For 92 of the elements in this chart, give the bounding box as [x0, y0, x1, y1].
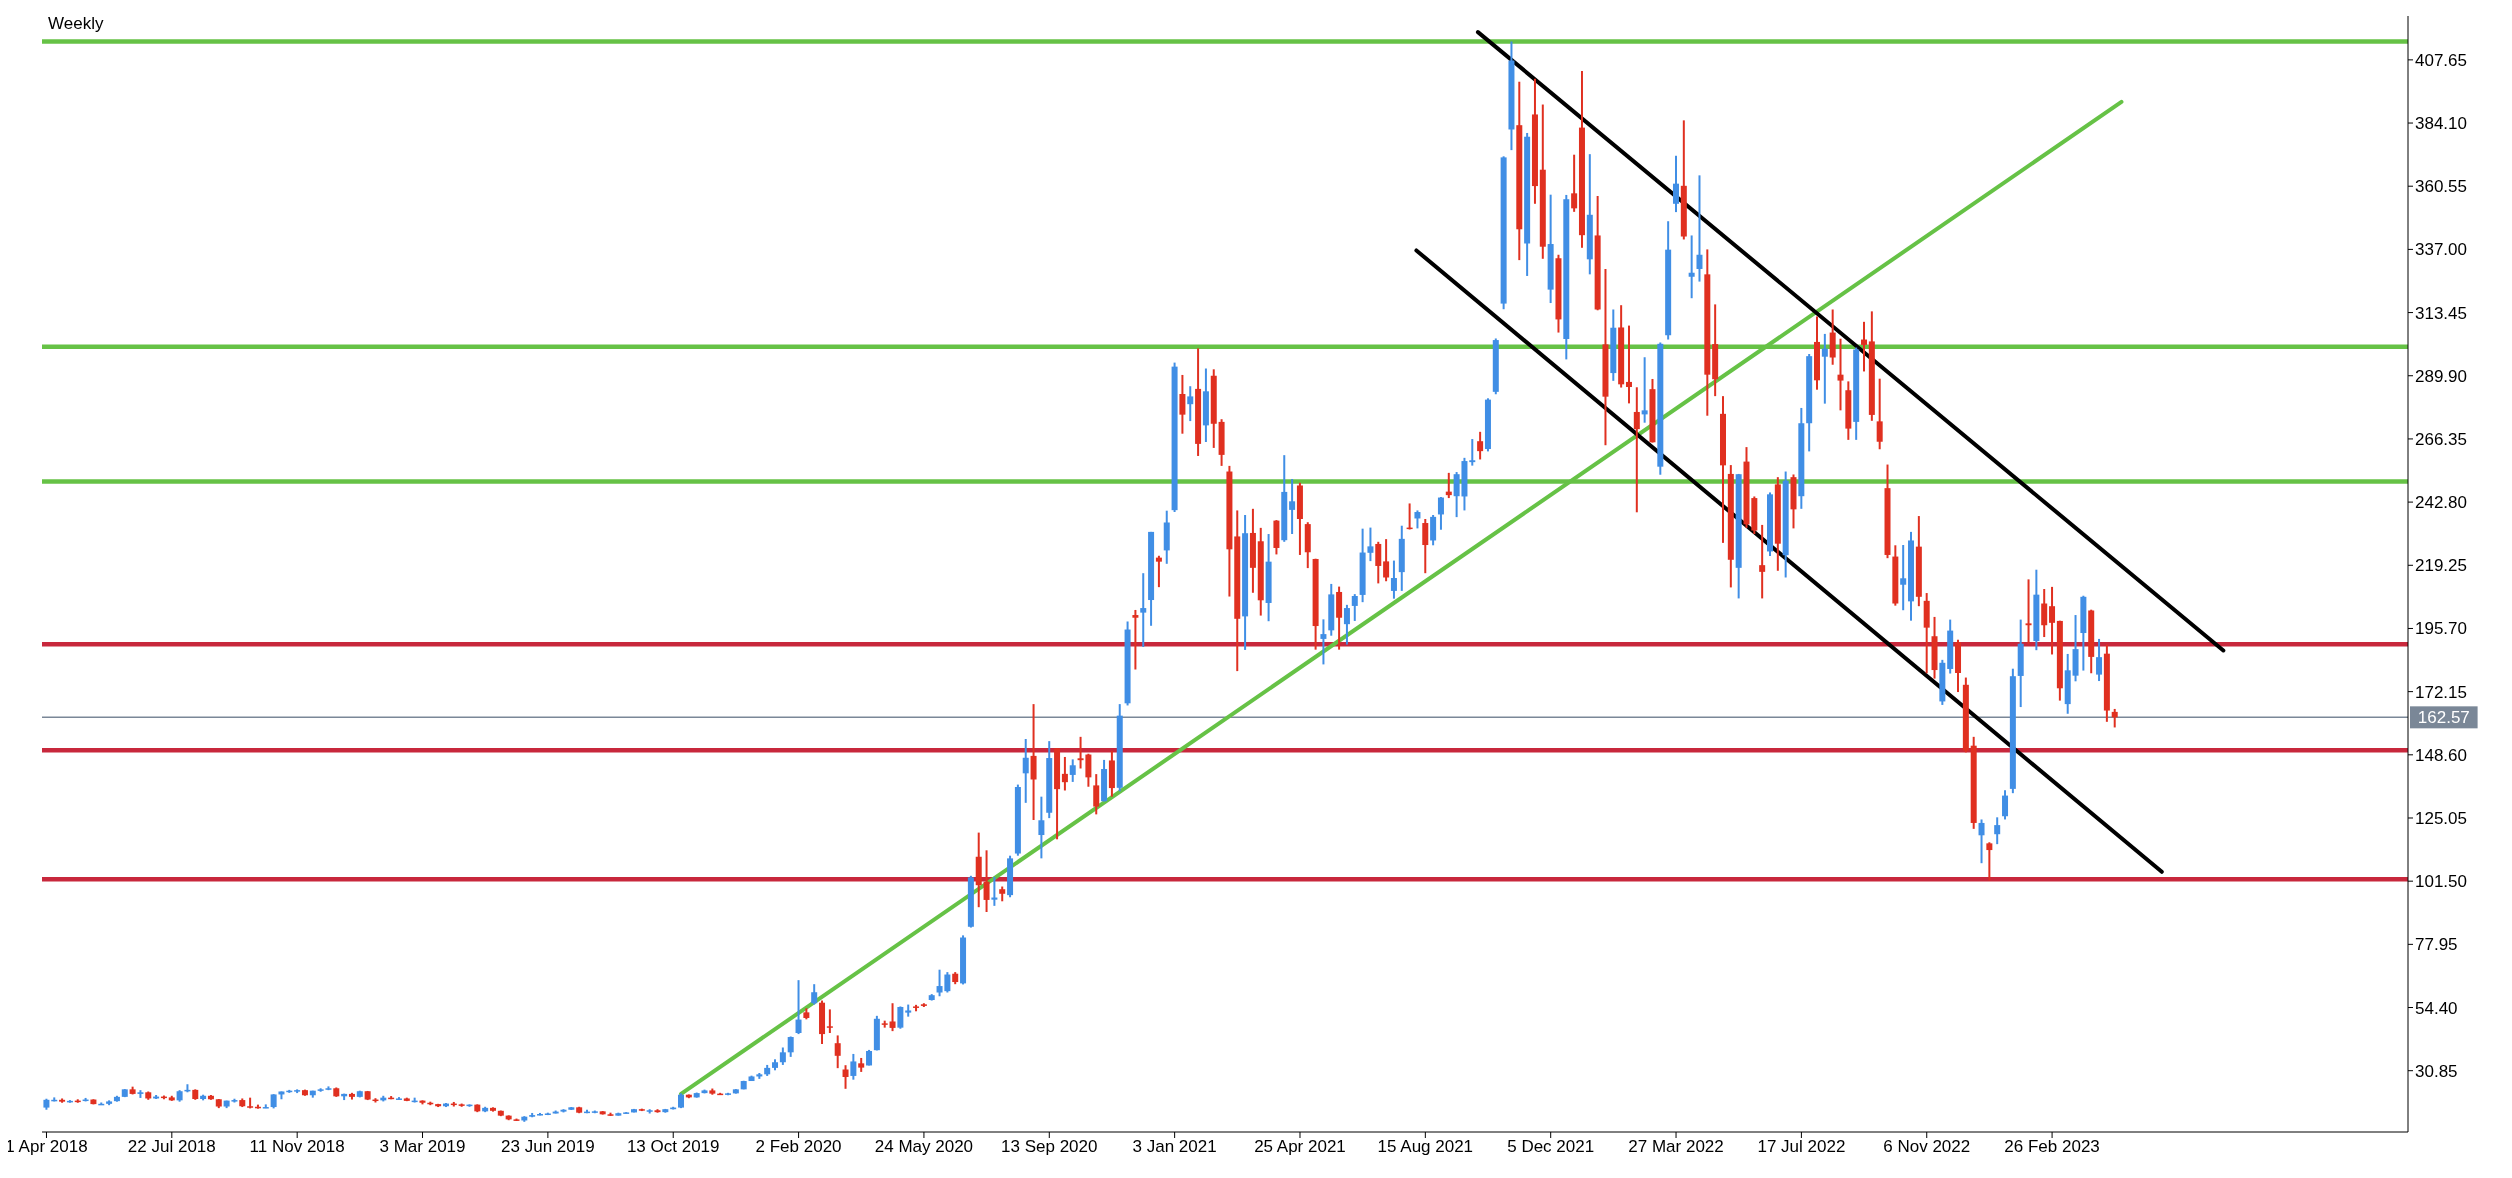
x-tick-label: 11 Nov 2018	[249, 1137, 345, 1157]
candlestick	[983, 849, 990, 914]
ref-line-label: 162.57	[2417, 708, 2470, 728]
y-tick-label: 313.45	[2415, 303, 2467, 323]
y-tick-label: 30.85	[2415, 1061, 2458, 1081]
candlestick	[1477, 430, 1484, 461]
candlestick	[795, 979, 802, 1036]
y-tick-label: 148.60	[2415, 745, 2467, 765]
candlestick	[1571, 153, 1578, 213]
candlestick	[1140, 572, 1147, 648]
x-tick-label: 3 Mar 2019	[379, 1137, 466, 1157]
candlestick	[811, 983, 818, 1006]
x-tick-label: 3 Jan 2021	[1132, 1137, 1217, 1157]
x-tick-label: 26 Feb 2023	[2004, 1137, 2100, 1157]
candlestick	[1187, 385, 1194, 423]
x-tick-label: 23 Jun 2019	[501, 1137, 595, 1157]
candlestick	[1132, 608, 1139, 671]
candlestick	[1367, 526, 1374, 563]
candlestick	[991, 875, 998, 907]
candlestick	[1759, 523, 1766, 600]
candlestick	[1069, 758, 1076, 783]
candlestick	[826, 1008, 833, 1035]
y-tick-label: 125.05	[2415, 809, 2467, 829]
candlestick	[850, 1052, 857, 1081]
candlestick	[1876, 377, 1883, 451]
candlestick	[1038, 795, 1045, 860]
candlestick	[1022, 737, 1029, 804]
candlestick	[834, 1034, 841, 1070]
candlestick	[1986, 841, 1993, 882]
candlestick	[2041, 588, 2048, 639]
candlestick	[1375, 540, 1382, 585]
candlestick	[1900, 544, 1907, 612]
candlestick	[1155, 554, 1162, 589]
y-tick-label: 172.15	[2415, 682, 2467, 702]
y-tick-label: 242.80	[2415, 493, 2467, 513]
candlestick	[1641, 356, 1648, 424]
y-tick-label: 54.40	[2415, 998, 2458, 1018]
y-tick-label: 360.55	[2415, 177, 2467, 197]
candlestick	[1469, 438, 1476, 467]
y-tick-label: 337.00	[2415, 240, 2467, 260]
candlestick	[1688, 234, 1695, 300]
y-tick-label: 219.25	[2415, 556, 2467, 576]
candlestick	[1179, 373, 1186, 435]
candlestick	[1437, 496, 1444, 531]
x-tick-label: 24 May 2020	[874, 1137, 974, 1157]
candlestick	[1351, 593, 1358, 622]
x-tick-label: 15 Aug 2021	[1377, 1137, 1474, 1157]
candlestick	[1821, 332, 1828, 405]
x-tick-label: 17 Jul 2022	[1757, 1137, 1846, 1157]
y-tick-label: 101.50	[2415, 872, 2467, 892]
x-tick-label: 25 Apr 2021	[1254, 1137, 1346, 1157]
candlestick	[2025, 578, 2032, 645]
y-tick-label: 407.65	[2415, 50, 2467, 70]
y-tick-label: 289.90	[2415, 366, 2467, 386]
candlestick	[1383, 538, 1390, 583]
candlestick	[1289, 478, 1296, 536]
candlestick	[787, 1035, 794, 1058]
x-tick-label: 5 Dec 2021	[1507, 1137, 1595, 1157]
candlestick	[1672, 154, 1679, 214]
candlestick	[1994, 816, 2001, 846]
candlestick	[2002, 789, 2009, 821]
candlestick	[1430, 513, 1437, 547]
candlestick	[1696, 174, 1703, 283]
candlestick	[842, 1064, 849, 1090]
candlestick	[1422, 518, 1429, 575]
candlestick	[1633, 386, 1640, 514]
candlestick	[1837, 337, 1844, 412]
y-tick-label: 77.95	[2415, 935, 2458, 955]
candlestick	[2049, 585, 2056, 656]
candlestick	[889, 1002, 896, 1033]
candlestick	[1093, 773, 1100, 816]
candlestick	[1861, 320, 1868, 373]
y-tick-label: 195.70	[2415, 619, 2467, 639]
candlestick	[1061, 755, 1068, 792]
candlestick	[2111, 707, 2118, 729]
candlestick	[1030, 703, 1037, 821]
x-tick-label: 27 Mar 2022	[1628, 1137, 1724, 1157]
candlestick	[1390, 559, 1397, 600]
y-tick-label: 384.10	[2415, 114, 2467, 134]
chart-title: Weekly	[48, 14, 104, 34]
candlestick	[2096, 637, 2103, 683]
candlestick	[897, 1005, 904, 1030]
x-tick-label: 13 Oct 2019	[626, 1137, 720, 1157]
x-tick-label: 6 Nov 2022	[1883, 1137, 1971, 1157]
x-tick-label: 2 Feb 2020	[755, 1137, 842, 1157]
x-tick-label: 22 Jul 2018	[127, 1137, 216, 1157]
candlestick	[1320, 618, 1327, 666]
candlestick	[1625, 324, 1632, 405]
candlestick	[1978, 818, 1985, 865]
y-tick-label: 266.35	[2415, 429, 2467, 449]
candlestick	[1343, 603, 1350, 646]
x-tick-label: 13 Sep 2020	[1001, 1137, 1098, 1157]
